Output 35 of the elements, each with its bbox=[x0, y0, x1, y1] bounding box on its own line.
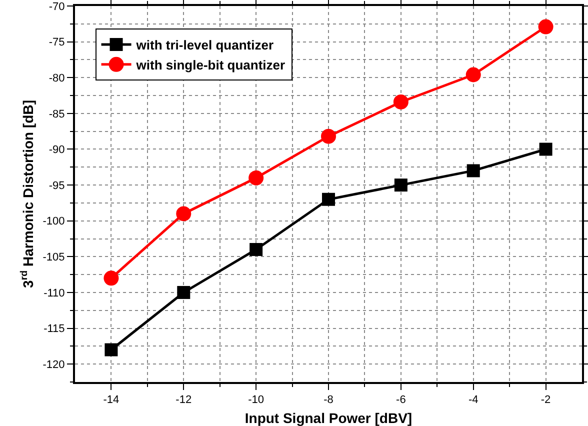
legend-label: with tri-level quantizer bbox=[135, 38, 274, 53]
point bbox=[104, 343, 118, 356]
y-tick-label: -70 bbox=[48, 0, 65, 13]
y-tick-label: -85 bbox=[48, 108, 65, 120]
point bbox=[466, 67, 481, 82]
point bbox=[321, 128, 336, 144]
point bbox=[104, 270, 119, 286]
x-tick-label: -6 bbox=[396, 394, 406, 406]
y-tick-label: -75 bbox=[48, 36, 65, 49]
legend-label: with single-bit quantizer bbox=[135, 57, 286, 72]
point bbox=[466, 164, 480, 178]
point bbox=[393, 94, 408, 110]
x-tick-label: -14 bbox=[103, 394, 120, 406]
x-tick-label: -2 bbox=[540, 394, 551, 406]
x-tick-label: -8 bbox=[324, 394, 334, 406]
x-axis-title: Input Signal Power [dBV] bbox=[244, 410, 412, 426]
x-tick-label: -12 bbox=[176, 394, 192, 406]
point bbox=[177, 286, 190, 299]
y-tick-label: -115 bbox=[44, 323, 65, 336]
y-tick-label: -105 bbox=[42, 252, 65, 264]
x-tick-label: -10 bbox=[248, 394, 264, 406]
y-tick-label: -95 bbox=[48, 180, 65, 192]
point bbox=[394, 178, 408, 192]
y-tick-label: -90 bbox=[48, 144, 65, 156]
point bbox=[176, 206, 192, 222]
point bbox=[539, 142, 552, 156]
point bbox=[322, 192, 335, 206]
point bbox=[538, 19, 554, 34]
x-tick-label: -4 bbox=[468, 394, 478, 406]
point bbox=[248, 170, 264, 186]
point bbox=[250, 243, 263, 256]
y-tick-label: -100 bbox=[42, 216, 65, 228]
y-tick-label: -120 bbox=[42, 358, 65, 371]
y-tick-label: -110 bbox=[44, 287, 65, 300]
y-tick-label: -80 bbox=[48, 72, 65, 84]
